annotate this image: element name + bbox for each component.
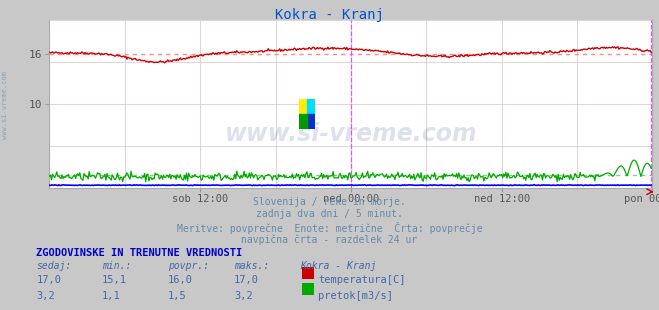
Text: temperatura[C]: temperatura[C] <box>318 275 406 285</box>
Bar <box>307 99 315 114</box>
Text: 17,0: 17,0 <box>234 275 259 285</box>
Text: Kokra - Kranj: Kokra - Kranj <box>300 261 376 271</box>
Text: Slovenija / reke in morje.: Slovenija / reke in morje. <box>253 197 406 207</box>
Text: Kokra - Kranj: Kokra - Kranj <box>275 8 384 22</box>
Text: 1,1: 1,1 <box>102 291 121 301</box>
Text: pretok[m3/s]: pretok[m3/s] <box>318 291 393 301</box>
Text: www.si-vreme.com: www.si-vreme.com <box>2 71 9 140</box>
Text: 15,1: 15,1 <box>102 275 127 285</box>
Bar <box>307 114 315 129</box>
Text: zadnja dva dni / 5 minut.: zadnja dva dni / 5 minut. <box>256 209 403 219</box>
Text: 17,0: 17,0 <box>36 275 61 285</box>
Text: 1,5: 1,5 <box>168 291 186 301</box>
Text: maks.:: maks.: <box>234 261 269 271</box>
Text: www.si-vreme.com: www.si-vreme.com <box>225 122 477 146</box>
Text: 3,2: 3,2 <box>36 291 55 301</box>
Text: Meritve: povprečne  Enote: metrične  Črta: povprečje: Meritve: povprečne Enote: metrične Črta:… <box>177 222 482 234</box>
Text: 3,2: 3,2 <box>234 291 252 301</box>
Text: sedaj:: sedaj: <box>36 261 71 271</box>
Text: povpr.:: povpr.: <box>168 261 209 271</box>
Bar <box>299 99 307 114</box>
Bar <box>299 114 307 129</box>
Text: 16,0: 16,0 <box>168 275 193 285</box>
Text: min.:: min.: <box>102 261 132 271</box>
Text: ZGODOVINSKE IN TRENUTNE VREDNOSTI: ZGODOVINSKE IN TRENUTNE VREDNOSTI <box>36 248 243 258</box>
Text: navpična črta - razdelek 24 ur: navpična črta - razdelek 24 ur <box>241 234 418 245</box>
